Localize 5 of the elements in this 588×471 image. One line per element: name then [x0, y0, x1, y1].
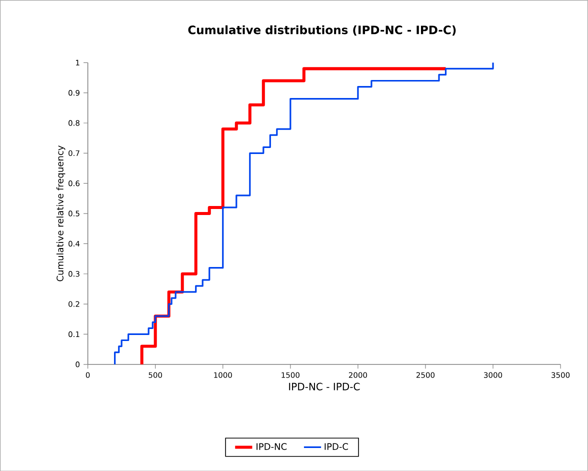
legend-label: IPD-NC — [256, 442, 287, 450]
chart-title: Cumulative distributions (IPD-NC - IPD-C) — [188, 25, 456, 36]
legend-label: IPD-C — [324, 442, 348, 450]
x-axis-title: IPD-NC - IPD-C — [289, 382, 360, 390]
y-axis-title: Cumulative relative frequency — [56, 145, 66, 282]
